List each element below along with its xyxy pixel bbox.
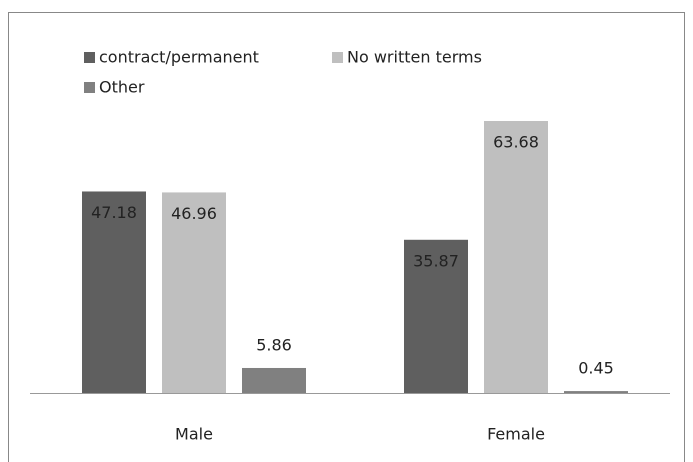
legend-label: No written terms (347, 48, 482, 67)
data-label: 63.68 (493, 133, 539, 152)
x-tick-label: Male (175, 425, 213, 444)
bar (564, 391, 628, 393)
data-label: 0.45 (578, 359, 614, 378)
bar (484, 121, 548, 393)
data-label: 47.18 (91, 203, 137, 222)
bar (82, 191, 146, 393)
bar (404, 239, 468, 393)
x-tick-label: Female (487, 425, 545, 444)
legend-swatch (332, 52, 343, 63)
data-label: 5.86 (256, 335, 292, 354)
data-label: 46.96 (171, 204, 217, 223)
legend-swatch (84, 52, 95, 63)
bar (242, 367, 306, 393)
bar (162, 192, 226, 393)
legend-swatch (84, 82, 95, 93)
legend-label: contract/permanent (99, 48, 259, 67)
legend-label: Other (99, 78, 145, 97)
data-label: 35.87 (413, 251, 459, 270)
